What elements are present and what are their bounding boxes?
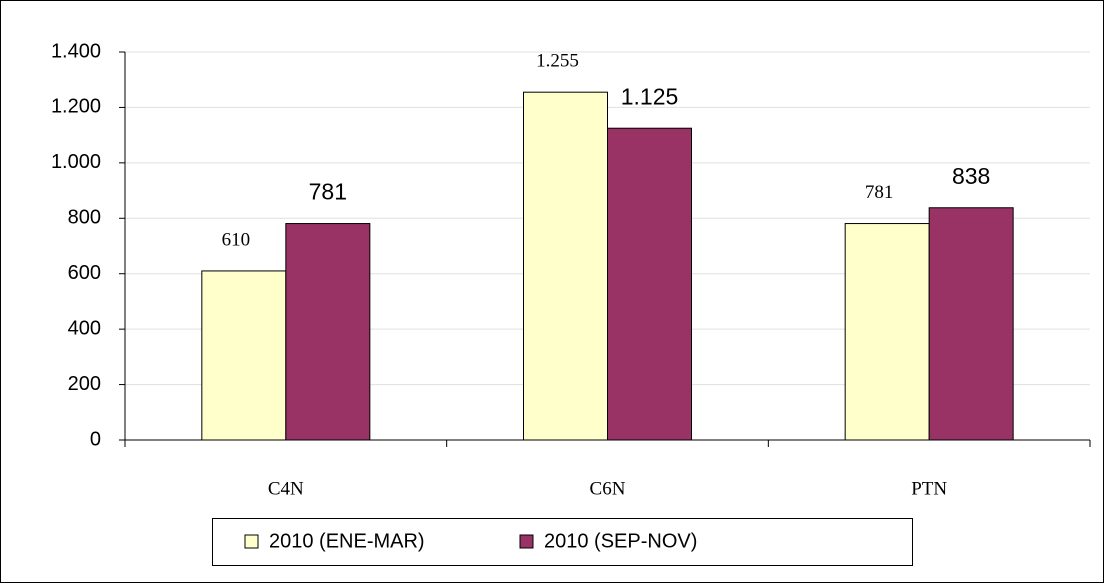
bar xyxy=(285,223,371,441)
y-tick-label: 200 xyxy=(68,373,101,395)
y-tick-label: 800 xyxy=(68,207,101,229)
bar xyxy=(523,91,608,441)
legend-label: 2010 (SEP-NOV) xyxy=(544,530,697,552)
y-tick-label: 1.400 xyxy=(51,40,101,62)
y-tick-label: 0 xyxy=(90,428,101,450)
legend-box xyxy=(212,518,913,566)
x-tick-label: C6N xyxy=(590,478,626,499)
bar xyxy=(844,223,930,441)
x-tick-label: PTN xyxy=(911,478,947,499)
y-tick-label: 1.000 xyxy=(51,151,101,173)
value-label: 610 xyxy=(222,229,251,250)
legend-label: 2010 (ENE-MAR) xyxy=(269,530,425,552)
value-label: 1.255 xyxy=(536,51,579,72)
legend-swatch xyxy=(244,534,259,549)
y-tick-label: 1.200 xyxy=(51,96,101,118)
value-label: 1.125 xyxy=(621,83,679,109)
value-label: 781 xyxy=(309,179,347,205)
value-label: 781 xyxy=(865,182,894,203)
bar xyxy=(928,207,1014,441)
y-tick-label: 600 xyxy=(68,262,101,284)
legend-swatch xyxy=(519,534,534,549)
y-tick-label: 400 xyxy=(68,317,101,339)
bar xyxy=(201,270,287,441)
value-label: 838 xyxy=(952,163,990,189)
x-tick-label: C4N xyxy=(268,478,304,499)
bar xyxy=(607,127,692,441)
